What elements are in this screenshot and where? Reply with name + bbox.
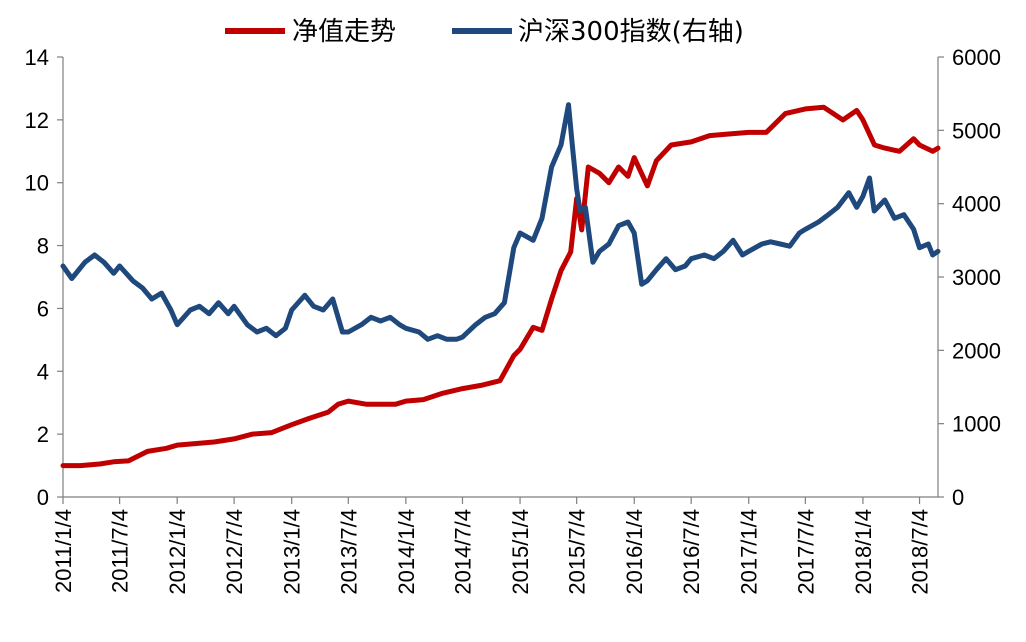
y-left-tick-label: 0 (37, 485, 49, 510)
legend-label-nav: 净值走势 (292, 17, 396, 47)
y-right-tick-label: 5000 (952, 118, 1001, 143)
y-right-tick-label: 0 (952, 485, 964, 510)
series-group (60, 102, 941, 469)
y-right-tick-label: 6000 (952, 45, 1001, 70)
x-tick-label: 2018/7/4 (908, 509, 933, 595)
y-left-tick-label: 8 (37, 234, 49, 259)
x-tick-label: 2017/7/4 (793, 509, 818, 595)
x-tick-label: 2015/7/4 (565, 509, 590, 595)
series-line-nav (60, 104, 941, 469)
axes: 0 2 4 6 8 10 12 14 0 1000 2000 3000 4000 5000 6000 2011… (25, 45, 1001, 595)
y-left-tick-label: 2 (37, 422, 49, 447)
x-tick-label: 2013/1/4 (280, 509, 305, 595)
x-tick-label: 2014/1/4 (394, 509, 419, 595)
x-tick-label: 2013/7/4 (336, 509, 361, 595)
y-left-tick-label: 4 (37, 359, 49, 384)
x-tick-label: 2017/1/4 (737, 509, 762, 595)
x-tick-label: 2018/1/4 (851, 509, 876, 595)
y-right-tick-label: 4000 (952, 192, 1001, 217)
x-tick-label: 2012/7/4 (222, 509, 247, 595)
x-tick-label: 2011/1/4 (51, 509, 76, 593)
legend: 净值走势 沪深300指数(右轴) (225, 17, 744, 47)
series-line-csi300 (60, 102, 941, 342)
y-right-tick-label: 1000 (952, 412, 1001, 437)
y-left-tick-label: 6 (37, 296, 49, 321)
y-right-tick-label: 3000 (952, 265, 1001, 290)
x-tick-label: 2016/7/4 (679, 509, 704, 595)
legend-label-csi300: 沪深300指数(右轴) (518, 17, 744, 47)
x-tick-label: 2014/7/4 (450, 509, 475, 595)
y-left-tick-label: 14 (25, 45, 49, 70)
y-left-tick-label: 12 (25, 108, 49, 133)
x-tick-label: 2011/7/4 (108, 509, 133, 593)
y-right-tick-label: 2000 (952, 338, 1001, 363)
x-tick-label: 2015/1/4 (508, 509, 533, 595)
x-tick-label: 2012/1/4 (165, 509, 190, 595)
y-left-tick-label: 10 (25, 171, 49, 196)
x-tick-label: 2016/1/4 (622, 509, 647, 595)
